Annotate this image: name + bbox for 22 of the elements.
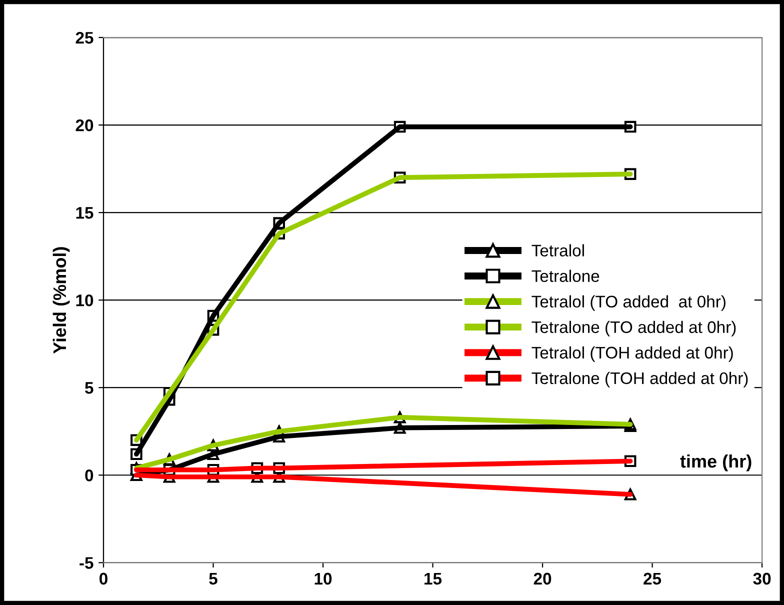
x-tick-label: 25 [644,572,662,585]
y-tick-label: 10 [76,294,94,306]
x-tick-label: 10 [314,572,332,585]
y-tick-label: 5 [85,382,94,394]
legend-label: Tetralone [532,270,600,282]
legend-label: Tetralol [532,244,584,256]
legend-label: Tetralone (TOH added at 0hr) [532,372,748,388]
x-tick-label: 5 [209,572,218,585]
x-tick-label: 15 [424,572,442,585]
x-axis-title: time (hr) [680,454,752,472]
legend-label: Tetralol (TOH added at 0hr) [532,346,733,362]
y-tick-label: 15 [76,207,94,219]
y-axis-title: Yield (%mol) [52,247,70,354]
y-tick-label: 0 [85,470,94,482]
legend-label: Tetralol (TO added at 0hr) [532,295,726,311]
y-tick-label: -5 [80,557,94,569]
x-tick-label: 20 [534,572,552,585]
x-tick-label: 30 [753,572,771,585]
y-tick-label: 20 [76,119,94,132]
legend-label: Tetralone (TO added at 0hr) [532,320,736,336]
y-tick-label: 25 [76,32,94,44]
x-tick-label: 0 [100,572,108,585]
